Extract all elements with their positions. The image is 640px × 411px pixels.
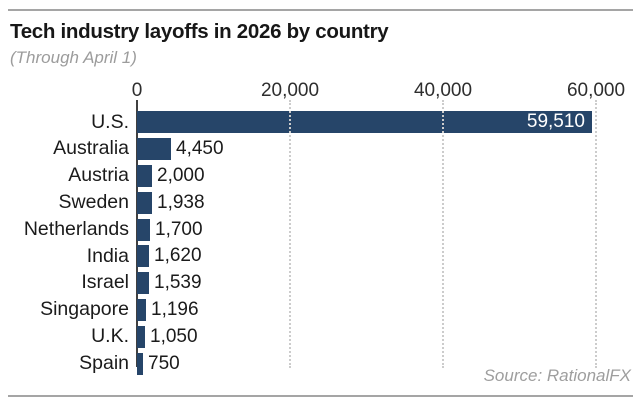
- bar-row: Austria 2,000: [0, 163, 640, 190]
- bar: [137, 138, 171, 161]
- bar-value-label: 1,539: [154, 272, 202, 294]
- bar-row: Australia 4,450: [0, 136, 640, 163]
- bar-track: 1,050: [137, 325, 640, 348]
- category-label: Israel: [81, 271, 129, 294]
- source-credit: Source: RationalFX: [483, 366, 631, 385]
- bar-value-label: 1,620: [154, 245, 202, 267]
- bar-value-label: 59,510: [526, 111, 585, 133]
- bar-row: U.K. 1,050: [0, 323, 640, 350]
- top-divider: [8, 9, 633, 11]
- bar: [137, 352, 143, 375]
- bar: [137, 191, 152, 214]
- bars-container: U.S. 59,510 Australia 4,450 Austria 2,00…: [0, 109, 640, 377]
- bar-track: 4,450: [137, 138, 640, 161]
- x-axis-tick-label: 60,000: [566, 80, 626, 101]
- category-label: Singapore: [40, 298, 129, 321]
- bar-track: 750: [137, 352, 640, 375]
- bar-row: Singapore 1,196: [0, 297, 640, 324]
- bar-value-label: 1,050: [150, 325, 198, 347]
- gridline: [442, 100, 444, 368]
- bar: [137, 298, 146, 321]
- bar: [137, 218, 150, 241]
- bar: [137, 245, 149, 268]
- bar-row: Netherlands 1,700: [0, 216, 640, 243]
- category-label: U.S.: [91, 110, 129, 133]
- category-label: Netherlands: [23, 217, 129, 240]
- category-label: Austria: [68, 164, 129, 187]
- bar-track: 59,510: [137, 111, 640, 134]
- bar-track: 1,196: [137, 298, 640, 321]
- bar-row: Sweden 1,938: [0, 189, 640, 216]
- bar-row: Israel 1,539: [0, 270, 640, 297]
- gridline: [289, 100, 291, 368]
- bar-row: Spain 750: [0, 350, 640, 377]
- bar-track: 2,000: [137, 164, 640, 187]
- bar-value-label: 750: [148, 352, 180, 374]
- x-axis-tick-label: 0: [131, 80, 143, 101]
- bar-value-label: 1,196: [151, 298, 199, 320]
- chart-subtitle: (Through April 1): [10, 48, 137, 67]
- category-label: Sweden: [58, 191, 129, 214]
- bar: [137, 272, 149, 295]
- bar-value-label: 1,938: [157, 191, 205, 213]
- chart-title: Tech industry layoffs in 2026 by country: [10, 20, 389, 43]
- category-label: Spain: [79, 351, 129, 374]
- bar-track: 1,700: [137, 218, 640, 241]
- bar-row: U.S. 59,510: [0, 109, 640, 136]
- bar: 59,510: [137, 111, 592, 134]
- plot-area: U.S. 59,510 Australia 4,450 Austria 2,00…: [0, 80, 640, 387]
- bar-value-label: 2,000: [157, 164, 205, 186]
- bar: [137, 325, 145, 348]
- bar-row: India 1,620: [0, 243, 640, 270]
- x-axis-tick-label: 20,000: [260, 80, 320, 101]
- category-label: Australia: [53, 137, 129, 160]
- gridline: [595, 100, 597, 368]
- bar: [137, 164, 152, 187]
- bar-track: 1,620: [137, 245, 640, 268]
- bar-value-label: 4,450: [176, 138, 224, 160]
- bar-track: 1,938: [137, 191, 640, 214]
- bar-track: 1,539: [137, 272, 640, 295]
- category-label: India: [86, 244, 129, 267]
- bottom-divider: [8, 395, 633, 397]
- category-label: U.K.: [91, 325, 129, 348]
- bar-value-label: 1,700: [155, 218, 203, 240]
- x-axis-tick-label: 40,000: [413, 80, 473, 101]
